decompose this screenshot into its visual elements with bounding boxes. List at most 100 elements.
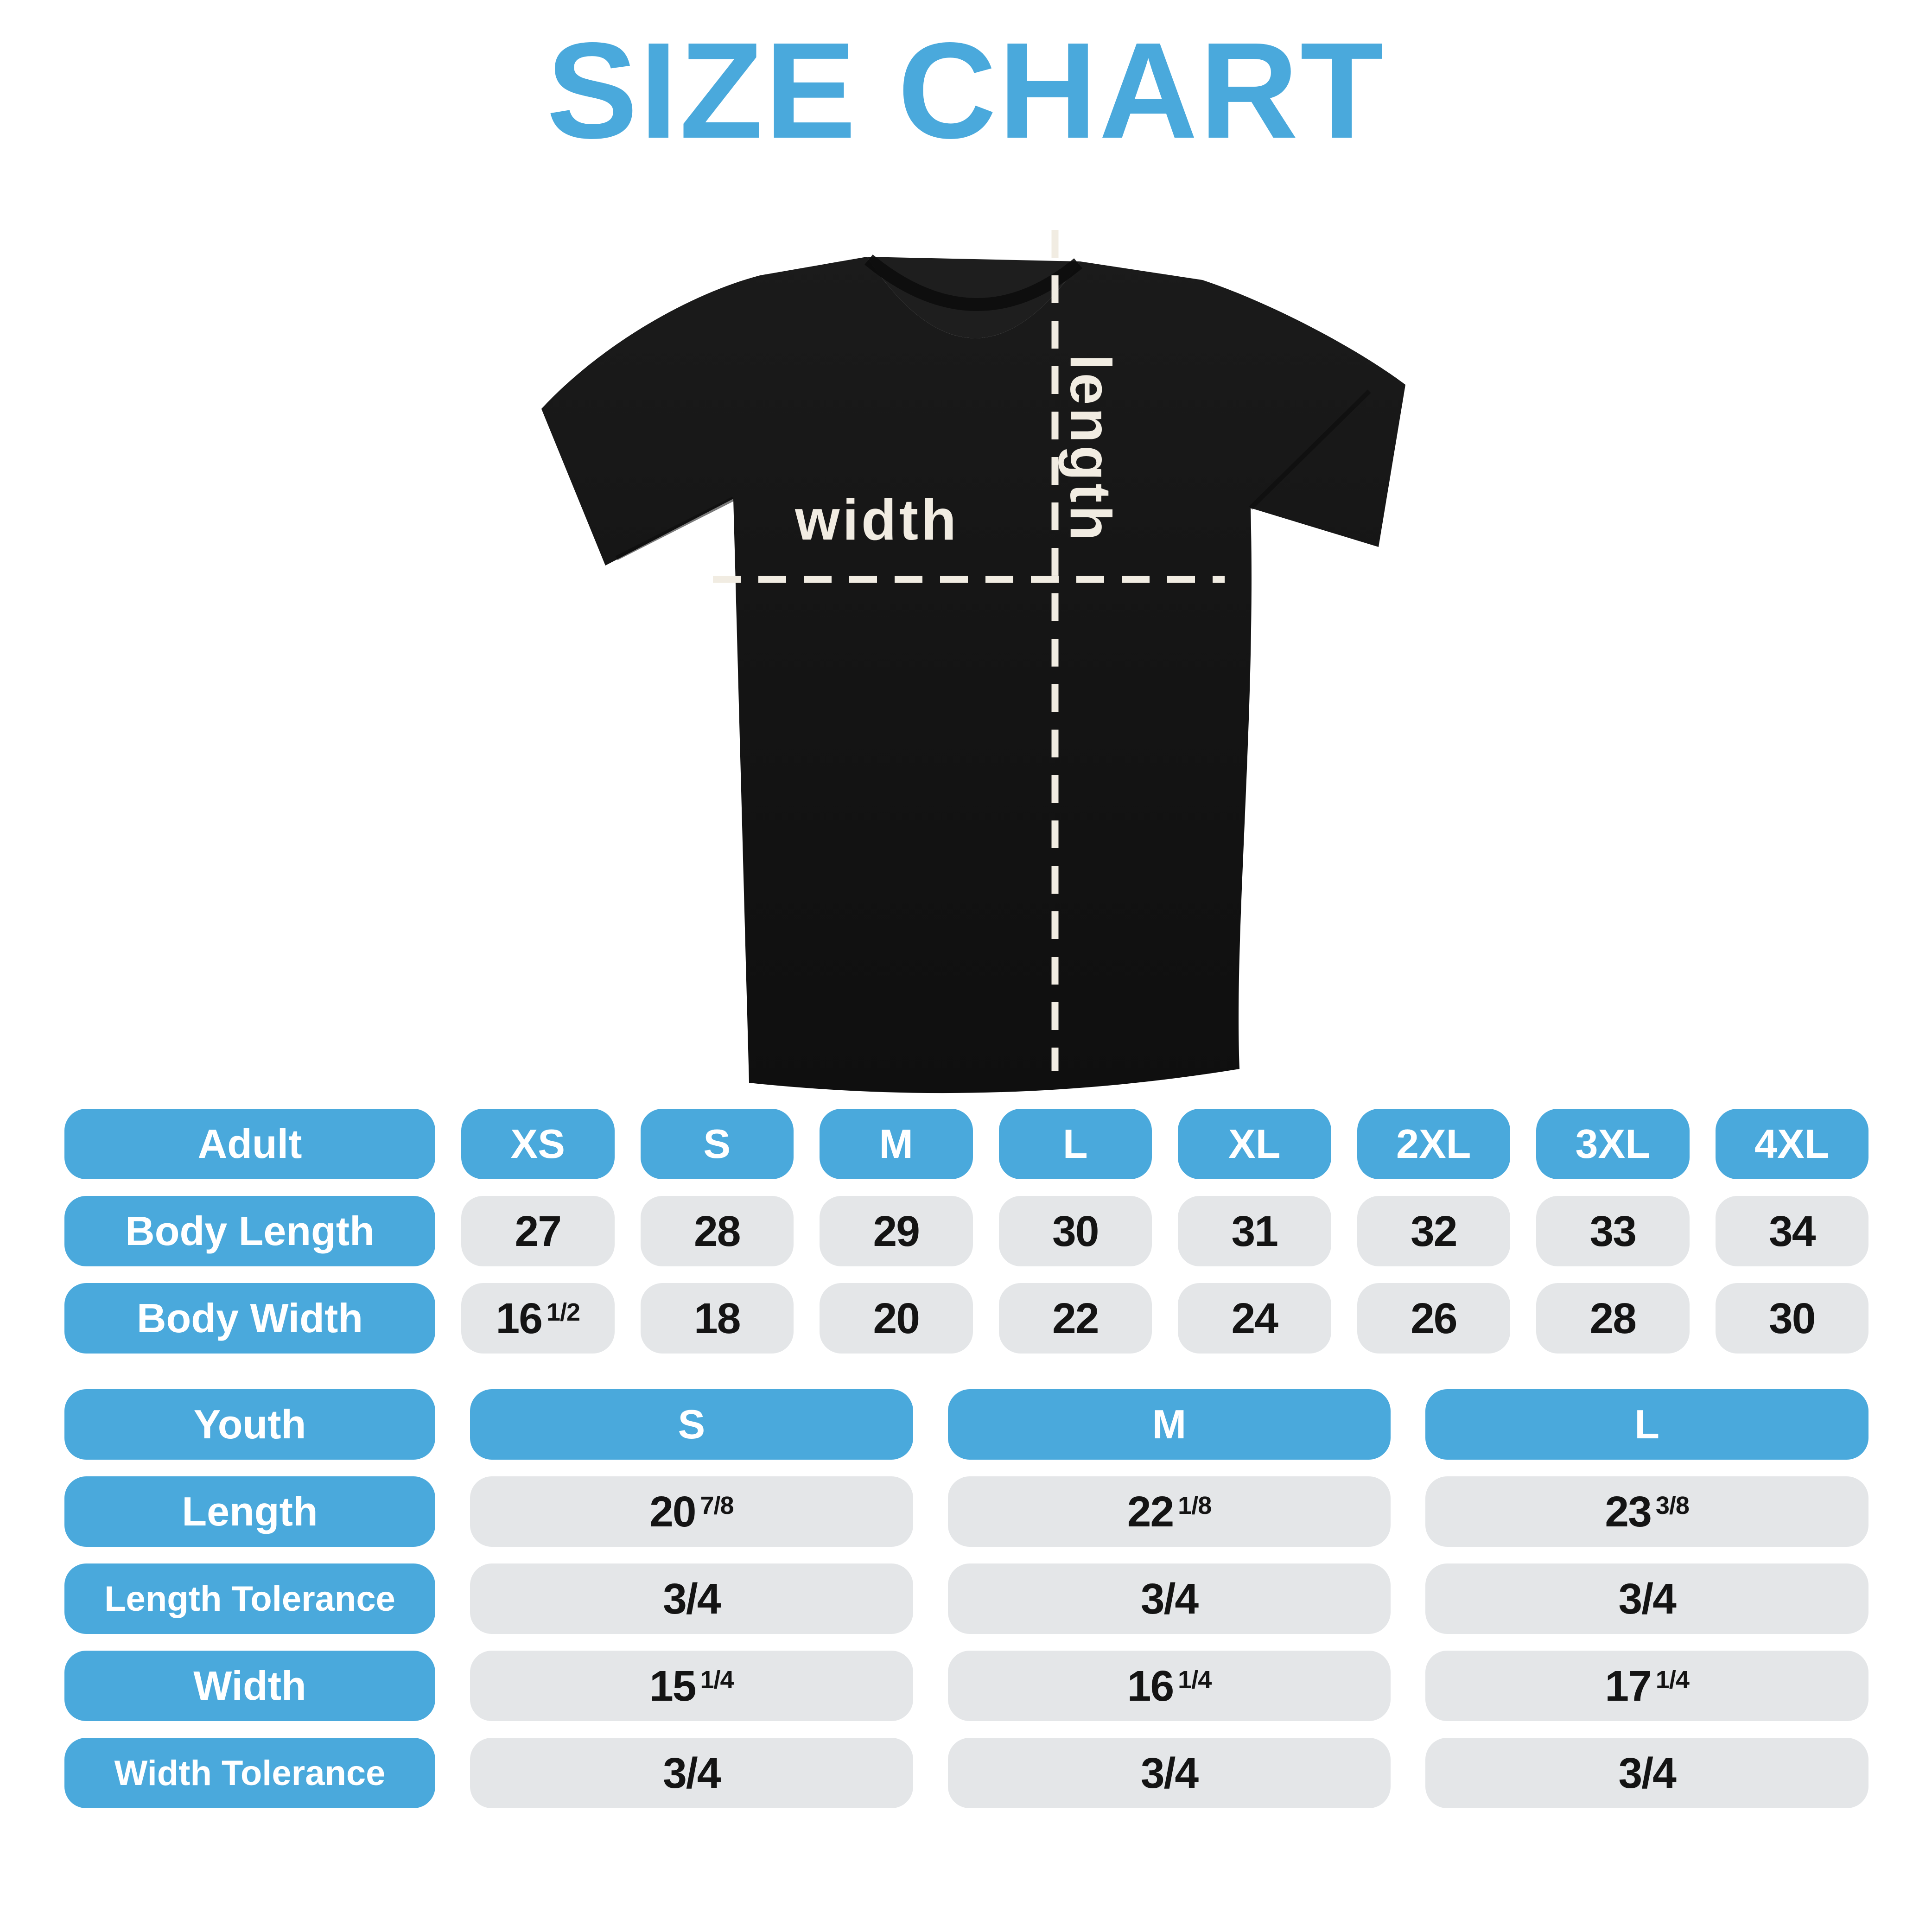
tshirt-collar-band [864, 254, 1082, 311]
cell-value: 20 7/8 [649, 1487, 734, 1536]
size-header-label: S [678, 1401, 705, 1447]
adult-table-title-label: Adult [197, 1121, 302, 1167]
youth-length-tolerance-s-cell: 3/4 [470, 1563, 913, 1634]
row-label: Length [182, 1488, 318, 1534]
body-width-m-cell: 20 [820, 1283, 973, 1354]
cell-value: 22 [1052, 1294, 1099, 1342]
row-label-width-tolerance: Width Tolerance [64, 1738, 435, 1808]
row-label: Width Tolerance [114, 1753, 386, 1793]
cell-value: 18 [694, 1294, 741, 1342]
youth-width-tolerance-s-cell: 3/4 [470, 1738, 913, 1808]
adult-size-header-3xl: 3XL [1536, 1109, 1690, 1179]
cell-value: 28 [694, 1207, 741, 1255]
adult-size-header-2xl: 2XL [1357, 1109, 1510, 1179]
row-label-length: Length [64, 1476, 435, 1547]
cell-value: 3/4 [1140, 1574, 1199, 1623]
cell-value: 15 1/4 [649, 1661, 734, 1710]
cell-fraction: 1/4 [1655, 1665, 1690, 1694]
adult-size-header-xl: XL [1178, 1109, 1331, 1179]
length-label: length [1058, 354, 1122, 543]
tshirt-left-sleeve-seam [615, 496, 735, 560]
size-header-label: 2XL [1396, 1121, 1471, 1167]
youth-width-m-cell: 16 1/4 [947, 1651, 1391, 1721]
cell-value: 29 [873, 1207, 920, 1255]
cell-value: 3/4 [1618, 1748, 1677, 1797]
body-length-l-cell: 30 [998, 1196, 1152, 1266]
cell-value: 20 [873, 1294, 920, 1342]
body-length-xl-cell: 31 [1178, 1196, 1331, 1266]
youth-length-tolerance-l-cell: 3/4 [1425, 1563, 1868, 1634]
row-label: Length Tolerance [104, 1579, 395, 1619]
youth-size-header-m: M [947, 1389, 1391, 1460]
body-width-xl-cell: 24 [1178, 1283, 1331, 1354]
tshirt-right-sleeve-seam [1249, 389, 1371, 510]
cell-value: 30 [1052, 1207, 1099, 1255]
adult-size-header-4xl: 4XL [1715, 1109, 1868, 1179]
cell-value: 34 [1769, 1207, 1816, 1255]
cell-value: 27 [515, 1207, 562, 1255]
cell-value: 16 1/2 [496, 1294, 580, 1342]
body-length-m-cell: 29 [820, 1196, 973, 1266]
youth-size-header-s: S [470, 1389, 913, 1460]
cell-value: 31 [1231, 1207, 1278, 1255]
youth-width-s-cell: 15 1/4 [470, 1651, 913, 1721]
cell-value: 33 [1589, 1207, 1637, 1255]
width-label: width [794, 488, 959, 552]
cell-value: 32 [1411, 1207, 1457, 1255]
row-label: Body Width [137, 1295, 363, 1341]
body-length-3xl-cell: 33 [1536, 1196, 1690, 1266]
row-label-body-width: Body Width [64, 1283, 435, 1354]
cell-value: 3/4 [663, 1748, 721, 1797]
youth-length-m-cell: 22 1/8 [947, 1476, 1391, 1547]
cell-value: 22 1/8 [1127, 1487, 1212, 1536]
tshirt-body [541, 257, 1405, 1093]
cell-value: 3/4 [1618, 1574, 1677, 1623]
youth-table-title: Youth [64, 1389, 435, 1460]
size-header-label: M [1152, 1401, 1187, 1447]
body-width-s-cell: 18 [640, 1283, 794, 1354]
adult-size-header-m: M [820, 1109, 973, 1179]
cell-fraction: 7/8 [700, 1491, 734, 1519]
body-width-xs-cell: 16 1/2 [461, 1283, 615, 1354]
tshirt-collar [867, 257, 1080, 338]
youth-width-tolerance-m-cell: 3/4 [947, 1738, 1391, 1808]
row-label-body-length: Body Length [64, 1196, 435, 1266]
body-width-4xl-cell: 30 [1715, 1283, 1868, 1354]
youth-length-tolerance-m-cell: 3/4 [947, 1563, 1391, 1634]
tshirt-graphic: width length [541, 230, 1405, 1093]
size-header-label: 4XL [1754, 1121, 1830, 1167]
page-title: SIZE CHART [547, 14, 1385, 167]
size-header-label: S [703, 1121, 731, 1167]
cell-fraction: 3/8 [1655, 1491, 1690, 1519]
body-length-s-cell: 28 [640, 1196, 794, 1266]
row-label: Width [193, 1663, 306, 1709]
row-label: Body Length [125, 1208, 375, 1254]
size-header-label: XL [1228, 1121, 1281, 1167]
cell-value: 3/4 [663, 1574, 721, 1623]
cell-value: 30 [1769, 1294, 1816, 1342]
cell-value: 28 [1589, 1294, 1637, 1342]
row-label-length-tolerance: Length Tolerance [64, 1563, 435, 1634]
size-tables: Adult XS S M L XL 2XL 3XL 4XL Body Lengt… [64, 1109, 1868, 1808]
cell-value: 23 3/8 [1605, 1487, 1690, 1536]
cell-fraction: 1/2 [546, 1298, 580, 1326]
cell-value: 24 [1231, 1294, 1278, 1342]
cell-value: 3/4 [1140, 1748, 1199, 1797]
cell-fraction: 1/4 [700, 1665, 734, 1694]
adult-size-table: Adult XS S M L XL 2XL 3XL 4XL Body Lengt… [64, 1109, 1868, 1354]
cell-value: 26 [1411, 1294, 1457, 1342]
size-header-label: L [1634, 1401, 1660, 1447]
adult-size-header-xs: XS [461, 1109, 615, 1179]
youth-table-title-label: Youth [193, 1401, 306, 1447]
youth-size-table: Youth S M L Length 20 7/8 22 1/8 23 3/8 Len… [64, 1389, 1868, 1808]
adult-table-title: Adult [64, 1109, 435, 1179]
adult-size-header-l: L [998, 1109, 1152, 1179]
size-header-label: XS [510, 1121, 565, 1167]
youth-length-s-cell: 20 7/8 [470, 1476, 913, 1547]
cell-fraction: 1/4 [1178, 1665, 1212, 1694]
body-length-2xl-cell: 32 [1357, 1196, 1510, 1266]
body-width-2xl-cell: 26 [1357, 1283, 1510, 1354]
cell-value: 16 1/4 [1127, 1661, 1212, 1710]
cell-value: 17 1/4 [1605, 1661, 1690, 1710]
